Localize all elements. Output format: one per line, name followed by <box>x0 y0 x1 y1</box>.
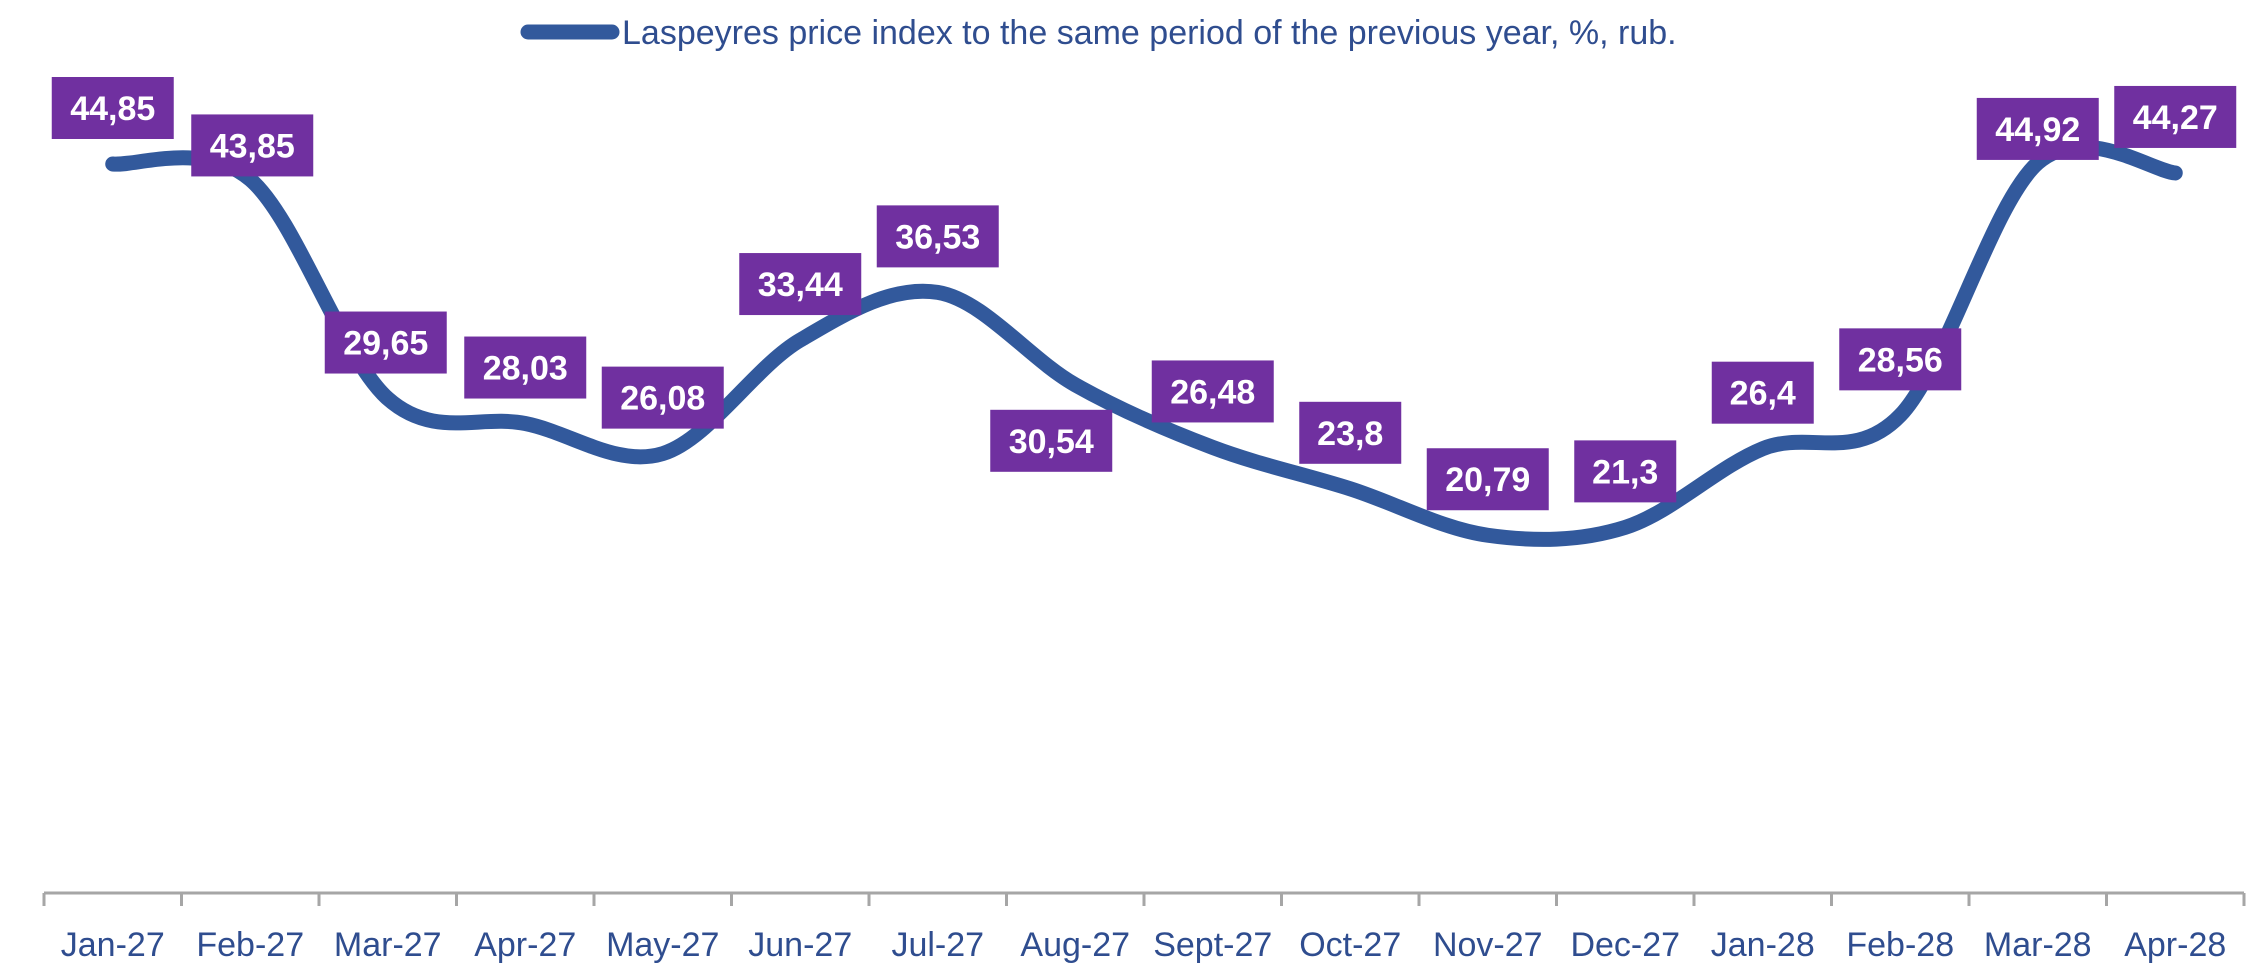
x-tick-label: Apr-27 <box>474 926 576 964</box>
data-label: 28,56 <box>1839 328 1962 391</box>
x-tick-label: Mar-27 <box>334 926 442 964</box>
data-label-box <box>51 77 174 139</box>
data-label: 30,54 <box>990 409 1113 472</box>
x-tick-label: Jun-27 <box>748 926 852 964</box>
data-point <box>2174 172 2176 174</box>
data-label-text: 43,85 <box>210 127 295 165</box>
data-label-text: 30,54 <box>1009 423 1094 461</box>
data-label-text: 28,56 <box>1858 341 1943 379</box>
data-point <box>249 178 251 180</box>
data-label: 44,92 <box>1976 97 2099 160</box>
series-line <box>105 139 2183 547</box>
x-tick-label: Nov-27 <box>1433 926 1543 964</box>
data-label: 26,4 <box>1711 361 1814 424</box>
data-label-text: 33,44 <box>758 266 843 304</box>
data-label-box <box>1151 360 1274 423</box>
data-point <box>387 398 389 400</box>
data-point <box>1349 488 1351 490</box>
data-label: 44,27 <box>2114 85 2237 148</box>
data-label: 20,79 <box>1426 448 1549 511</box>
data-point <box>2037 162 2039 164</box>
x-tick-label: Oct-27 <box>1299 926 1401 964</box>
data-label: 44,85 <box>51 77 174 139</box>
data-label-text: 26,48 <box>1170 373 1255 411</box>
x-tick-label: Jan-28 <box>1711 926 1815 964</box>
legend-label: Laspeyres price index to the same period… <box>622 14 1677 52</box>
data-point <box>1212 446 1214 448</box>
data-label: 28,03 <box>464 336 587 399</box>
data-label-box <box>1976 97 2099 160</box>
x-tick-label: May-27 <box>606 926 719 964</box>
data-label: 26,08 <box>601 366 724 429</box>
data-point <box>1487 534 1489 536</box>
data-label-box <box>739 253 862 316</box>
data-label-text: 26,4 <box>1730 375 1796 413</box>
data-label: 26,48 <box>1151 360 1274 423</box>
data-label: 23,8 <box>1299 401 1402 464</box>
data-label-text: 28,03 <box>483 350 568 388</box>
x-tick-label: Dec-27 <box>1570 926 1680 964</box>
data-labels: 44,85 43,85 29,65 28,03 26,08 33,44 36,53 30,54… <box>51 77 2237 536</box>
x-tick-label: Feb-27 <box>196 926 304 964</box>
data-point <box>112 163 114 165</box>
data-label-box <box>1839 328 1962 391</box>
data-label-box <box>2114 85 2237 148</box>
data-label-box <box>990 409 1113 472</box>
data-label-text: 21,3 <box>1592 453 1658 491</box>
data-point <box>937 291 939 293</box>
x-tick-label: Feb-28 <box>1846 926 1954 964</box>
data-point <box>524 423 526 425</box>
data-label-text: 36,53 <box>895 218 980 256</box>
data-point <box>1074 384 1076 386</box>
data-label-box <box>601 366 724 429</box>
data-point <box>662 453 664 455</box>
data-label-text: 44,92 <box>1995 111 2080 149</box>
x-tick-label: Apr-28 <box>2124 926 2226 964</box>
data-label-text: 44,85 <box>70 90 155 128</box>
data-point <box>1762 448 1764 450</box>
data-label-box <box>191 114 314 177</box>
data-label-box <box>324 311 447 374</box>
data-point <box>1899 414 1901 416</box>
data-label-box <box>1711 361 1814 424</box>
data-label-box <box>1299 401 1402 464</box>
series-group <box>105 139 2183 547</box>
data-label-text: 23,8 <box>1317 415 1383 453</box>
x-tick-label: Jan-27 <box>61 926 165 964</box>
data-label: 36,53 <box>876 205 999 268</box>
data-label-text: 26,08 <box>620 380 705 418</box>
data-label-text: 29,65 <box>343 325 428 363</box>
data-point <box>1624 526 1626 528</box>
x-tick-label: Jul-27 <box>891 926 984 964</box>
data-label-text: 44,27 <box>2133 99 2218 137</box>
data-label-box <box>1574 440 1677 503</box>
data-point <box>799 339 801 341</box>
legend: Laspeyres price index to the same period… <box>520 14 1677 52</box>
data-label: 29,65 <box>324 311 447 374</box>
data-label: 43,85 <box>191 114 314 177</box>
data-label-box <box>1426 448 1549 511</box>
x-tick-label: Sept-27 <box>1153 926 1272 964</box>
data-label-text: 20,79 <box>1445 461 1530 499</box>
data-label-box <box>464 336 587 399</box>
data-label: 21,3 <box>1574 440 1677 503</box>
x-tick-label: Mar-28 <box>1984 926 2092 964</box>
x-tick-label: Aug-27 <box>1020 926 1130 964</box>
data-label: 33,44 <box>739 253 862 316</box>
x-axis: Jan-27 Feb-27 Mar-27 Apr-27 May-27 Jun-27 Jul-… <box>42 891 2246 964</box>
data-label-box <box>876 205 999 268</box>
